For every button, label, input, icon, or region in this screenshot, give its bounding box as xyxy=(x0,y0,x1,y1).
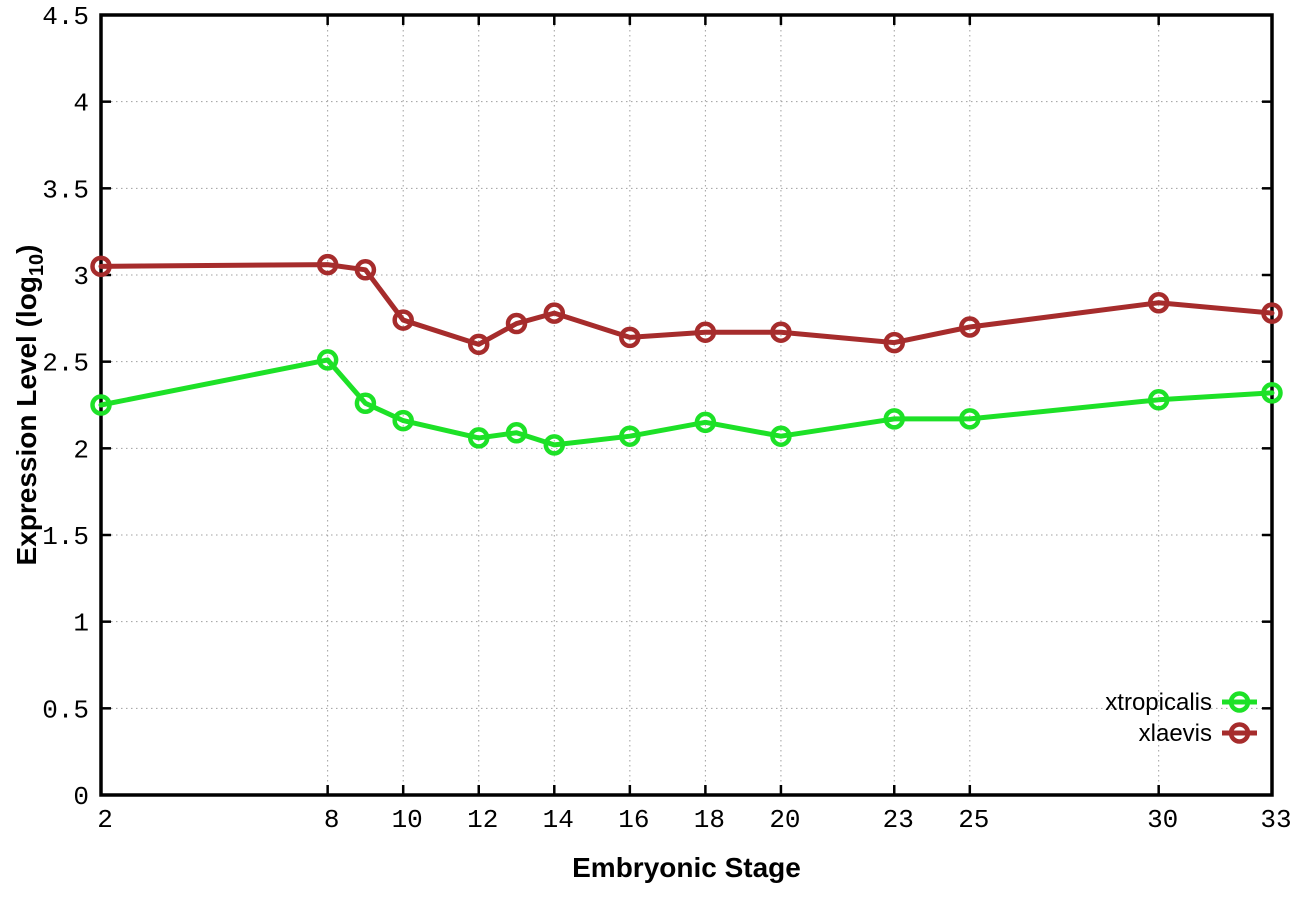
series-marker-xlaevis xyxy=(619,326,641,349)
series-marker-xtropicalis xyxy=(619,425,641,447)
series-marker-xlaevis xyxy=(505,312,528,335)
y-tick-label: 2.5 xyxy=(42,349,89,379)
x-tick-label: 20 xyxy=(769,805,800,835)
legend-sample-marker-xtropicalis xyxy=(1228,691,1251,713)
x-tick-label: 8 xyxy=(324,805,340,835)
x-tick-label: 23 xyxy=(883,805,914,835)
series-marker-xtropicalis xyxy=(1147,389,1170,411)
y-axis-label: Expression Level (log10) xyxy=(11,245,48,566)
series-marker-xlaevis xyxy=(883,331,906,354)
series-marker-xlaevis xyxy=(1261,302,1283,324)
series-marker-xlaevis xyxy=(1147,291,1170,314)
series-marker-xtropicalis xyxy=(392,409,414,432)
y-tick-label: 3.5 xyxy=(42,175,89,205)
legend-label-xlaevis: xlaevis xyxy=(1139,720,1212,747)
y-tick-label: 1.5 xyxy=(42,522,89,552)
y-tick-label: 0 xyxy=(73,782,89,812)
y-tick-label: 0.5 xyxy=(42,695,89,725)
series-marker-xlaevis xyxy=(694,321,717,343)
series-marker-xlaevis xyxy=(959,316,981,338)
series-marker-xtropicalis xyxy=(354,392,377,415)
x-tick-label: 18 xyxy=(694,805,725,835)
legend-sample-marker-xlaevis xyxy=(1228,722,1251,744)
x-tick-label: 30 xyxy=(1147,805,1178,835)
y-tick-label: 3 xyxy=(73,262,89,292)
series-marker-xlaevis xyxy=(770,321,792,343)
y-axis-label-text: Expression Level (log xyxy=(11,276,42,565)
y-tick-label: 4 xyxy=(73,89,89,119)
series-marker-xtropicalis xyxy=(505,421,528,444)
x-tick-label: 2 xyxy=(97,805,113,835)
y-tick-label: 1 xyxy=(73,609,89,639)
x-tick-label: 10 xyxy=(392,805,423,835)
x-tick-label: 25 xyxy=(958,805,989,835)
series-marker-xlaevis xyxy=(90,255,112,278)
legend-label-xtropicalis: xtropicalis xyxy=(1105,689,1212,716)
series-marker-xlaevis xyxy=(467,333,490,356)
x-tick-label: 14 xyxy=(543,805,574,835)
x-tick-label: 12 xyxy=(467,805,498,835)
x-tick-label: 16 xyxy=(618,805,649,835)
series-marker-xtropicalis xyxy=(770,425,792,447)
series-marker-xtropicalis xyxy=(694,411,717,434)
y-axis-label-close-paren: ) xyxy=(11,245,42,254)
y-axis-label-subscript: 10 xyxy=(26,254,48,276)
series-marker-xlaevis xyxy=(543,302,566,324)
series-marker-xtropicalis xyxy=(959,408,981,430)
series-marker-xlaevis xyxy=(392,309,414,331)
x-tick-label: 33 xyxy=(1260,805,1291,835)
series-marker-xtropicalis xyxy=(883,408,906,430)
series-marker-xtropicalis xyxy=(543,434,566,456)
y-tick-label: 4.5 xyxy=(42,2,89,32)
series-marker-xtropicalis xyxy=(316,349,339,371)
series-marker-xtropicalis xyxy=(467,427,490,449)
y-tick-label: 2 xyxy=(73,435,89,465)
series-marker-xtropicalis xyxy=(90,394,112,416)
series-marker-xtropicalis xyxy=(1261,382,1283,404)
series-marker-xlaevis xyxy=(354,259,377,281)
series-marker-xlaevis xyxy=(316,253,339,276)
x-axis-label: Embryonic Stage xyxy=(572,852,801,883)
